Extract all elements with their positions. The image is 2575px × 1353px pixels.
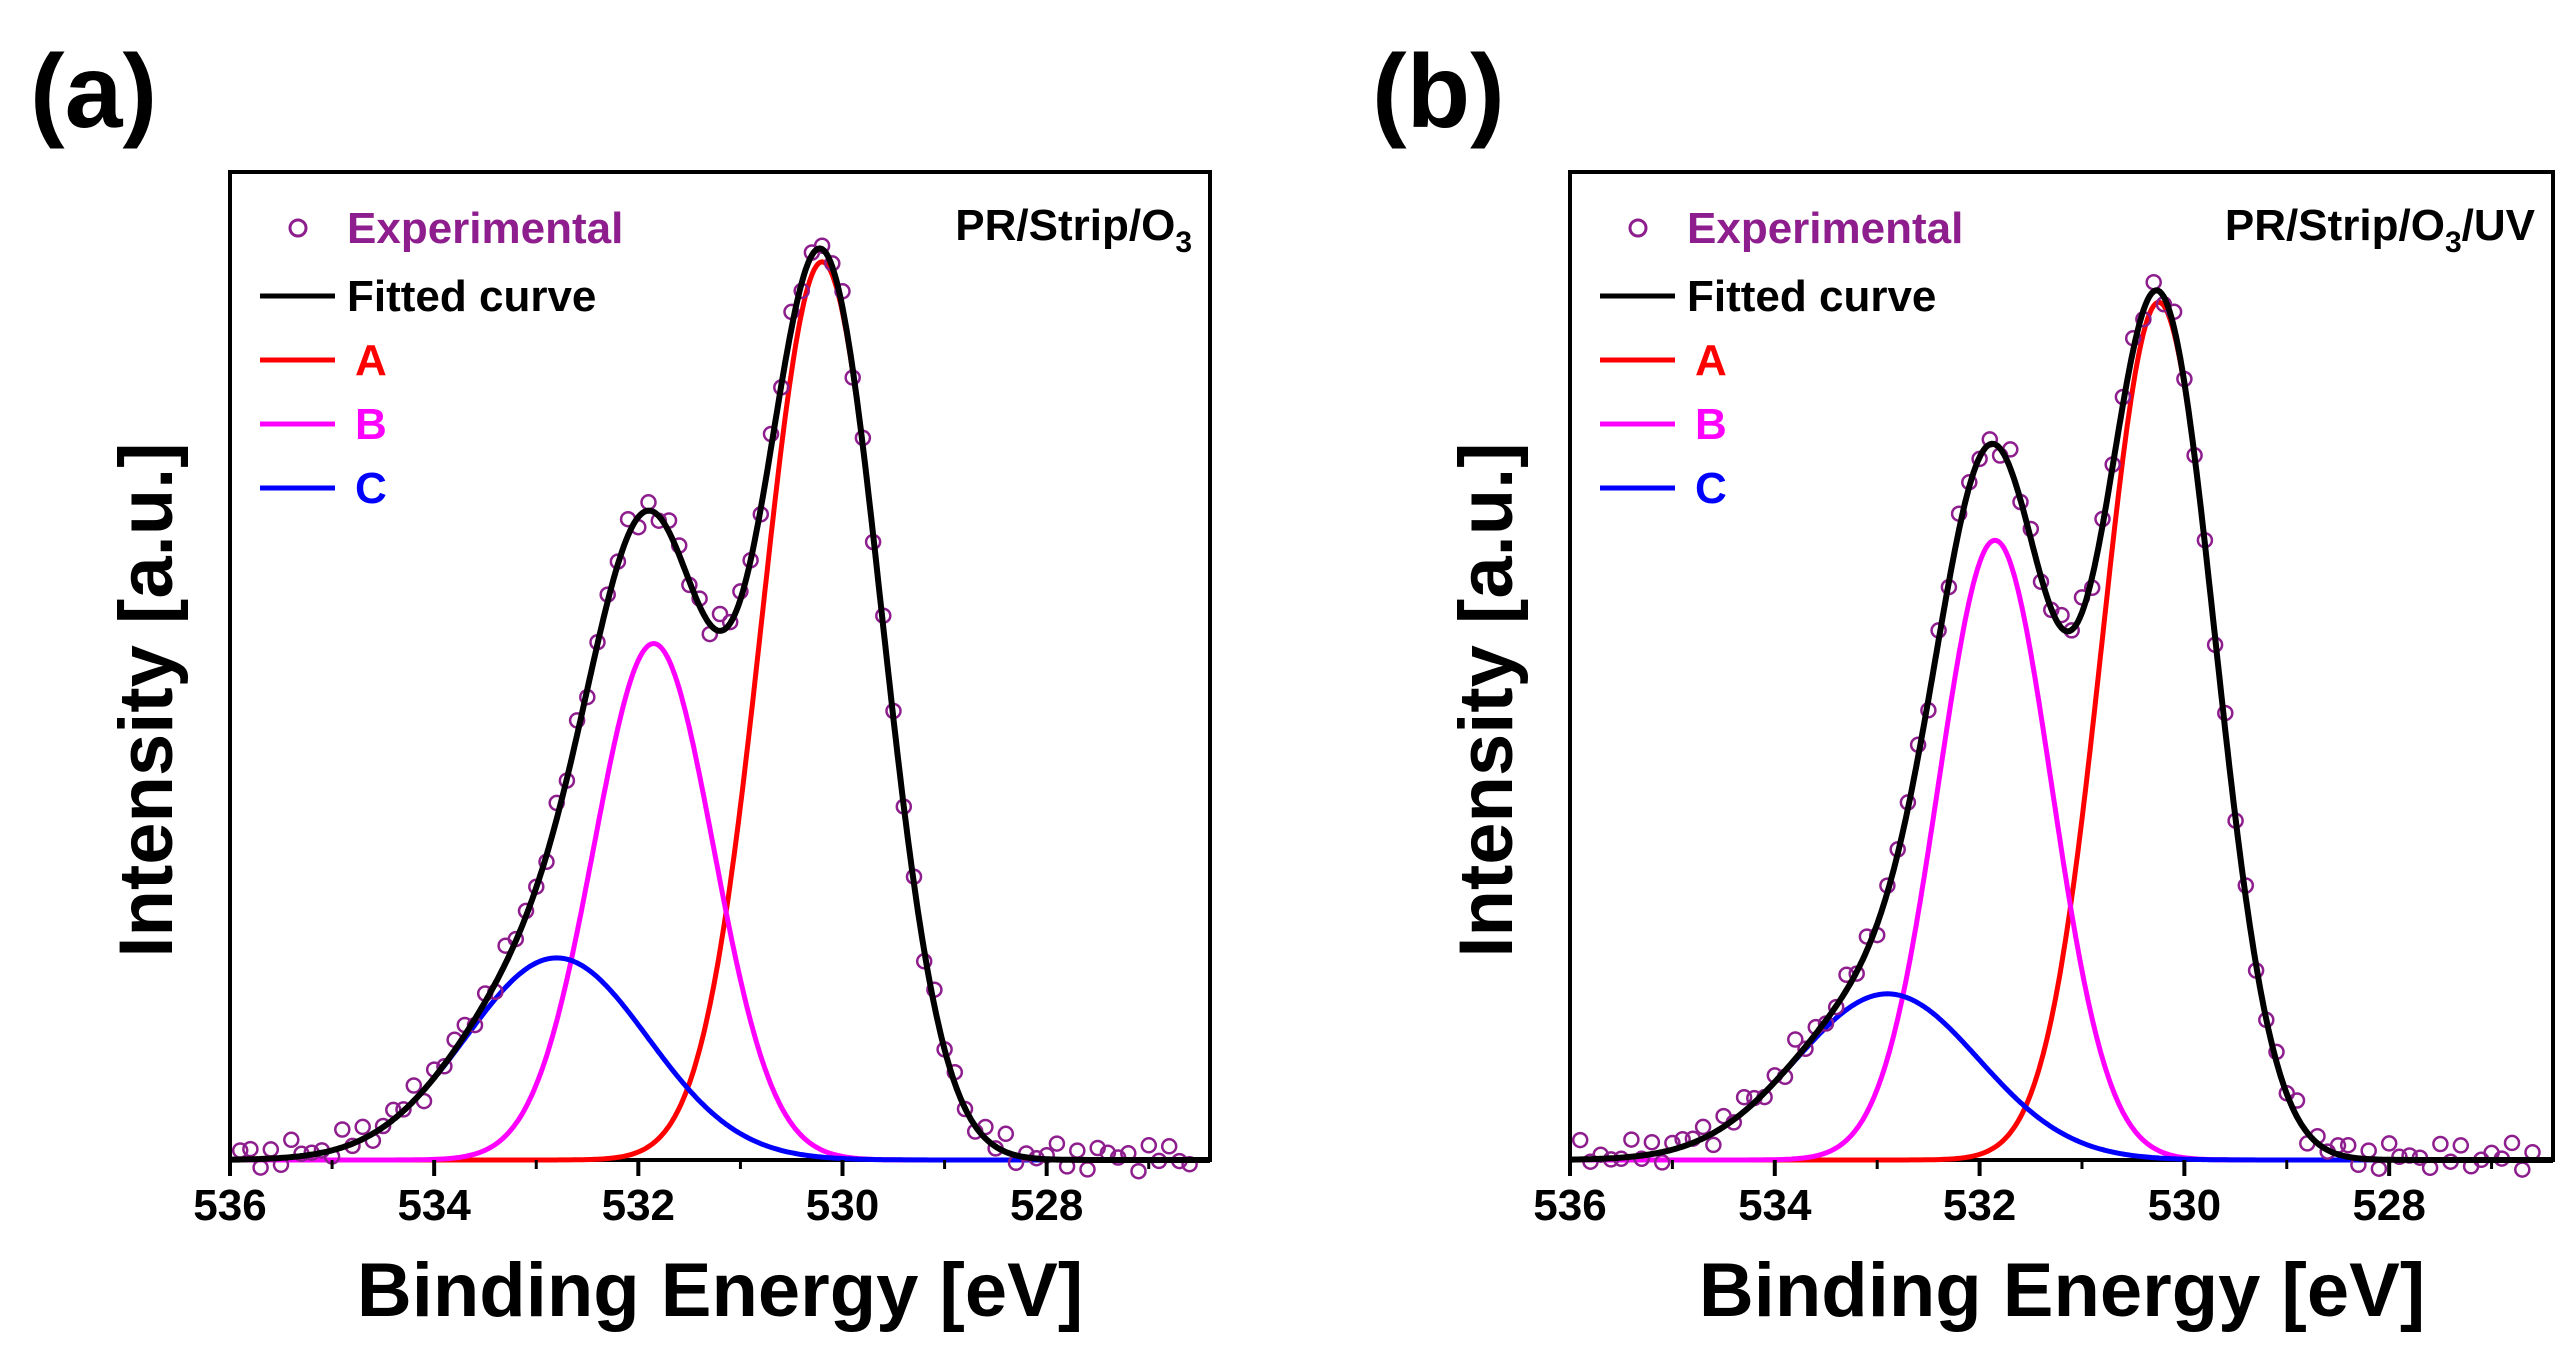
experimental-point-a bbox=[242, 1140, 259, 1158]
x-tick-label-b: 528 bbox=[2352, 1181, 2425, 1230]
legend-label-c-a: C bbox=[355, 464, 387, 513]
experimental-point-a bbox=[1048, 1135, 1066, 1152]
experimental-point-b bbox=[1827, 998, 1845, 1016]
experimental-point-b bbox=[1787, 1031, 1804, 1048]
legend-label-experimental-b: Experimental bbox=[1687, 204, 1963, 253]
component-c-curve-b bbox=[1570, 991, 2553, 1163]
legend-a: Experimental Fitted curve ABC bbox=[260, 204, 623, 513]
plot-frame-a bbox=[228, 170, 1212, 1162]
legend-label-a-a: A bbox=[355, 336, 387, 385]
legend-b: Experimental Fitted curve ABC bbox=[1600, 204, 1963, 513]
experimental-point-b bbox=[1643, 1133, 1661, 1151]
legend-marker-experimental-b bbox=[1628, 218, 1648, 238]
experimental-point-b bbox=[2370, 1160, 2388, 1177]
experimental-point-a bbox=[1130, 1162, 1147, 1180]
experimental-point-b bbox=[2452, 1137, 2470, 1154]
experimental-point-b bbox=[1705, 1136, 1722, 1154]
plot-frame-b bbox=[1568, 170, 2555, 1162]
x-axis-label-a: Binding Energy [eV] bbox=[357, 1248, 1083, 1333]
experimental-point-b bbox=[2503, 1134, 2521, 1152]
legend-label-fitted-curve-b: Fitted curve bbox=[1687, 272, 1936, 321]
component-a-curve-a bbox=[230, 259, 1210, 1163]
legend-marker-experimental-a bbox=[288, 218, 308, 238]
experimental-point-a bbox=[374, 1117, 392, 1135]
experimental-point-a bbox=[711, 605, 729, 623]
plot-area-b: 536 534 532 530 528 Experimental Fitted curve… bbox=[1533, 170, 2555, 1230]
x-tick-label-b: 534 bbox=[1738, 1181, 1812, 1230]
sample-subscript-b: 3 bbox=[2445, 226, 2462, 259]
experimental-point-b bbox=[2432, 1135, 2449, 1153]
sample-label-a: PR/Strip/O3 bbox=[955, 201, 1192, 259]
experimental-point-a bbox=[262, 1141, 280, 1158]
legend-label-b-b: B bbox=[1695, 400, 1727, 449]
experimental-point-b bbox=[2360, 1142, 2377, 1159]
experimental-point-a bbox=[354, 1118, 371, 1136]
sample-tail-b: /UV bbox=[2462, 201, 2536, 250]
experimental-point-a bbox=[1069, 1142, 1086, 1159]
x-tick-label-a: 532 bbox=[602, 1181, 675, 1230]
fitted-curve-b bbox=[1570, 287, 2553, 1163]
x-tick-label-a: 528 bbox=[1010, 1181, 1083, 1230]
experimental-point-a bbox=[1160, 1138, 1178, 1155]
panel-b: (b) Intensity [a.u.] Binding Energy [eV]… bbox=[1372, 34, 2555, 1333]
experimental-point-a bbox=[436, 1058, 453, 1075]
legend-label-fitted-curve-a: Fitted curve bbox=[347, 272, 596, 321]
experimental-point-b bbox=[2514, 1161, 2531, 1178]
sample-name-b: PR/Strip/O bbox=[2225, 201, 2445, 250]
experimental-point-a bbox=[1079, 1161, 1096, 1178]
x-tick-label-a: 536 bbox=[193, 1181, 266, 1230]
x-tick-label-a: 530 bbox=[806, 1181, 879, 1230]
experimental-point-b bbox=[1653, 1154, 1671, 1171]
y-axis-label-b: Intensity [a.u.] bbox=[1444, 442, 1529, 957]
x-axis-label-b: Binding Energy [eV] bbox=[1699, 1248, 2425, 1333]
experimental-point-a bbox=[721, 613, 739, 631]
legend-label-c-b: C bbox=[1695, 464, 1727, 513]
x-tick-label-b: 532 bbox=[1943, 1181, 2016, 1230]
experimental-point-b bbox=[2380, 1135, 2398, 1152]
legend-label-b-a: B bbox=[355, 400, 387, 449]
component-b-curve-b bbox=[1570, 537, 2553, 1163]
x-tick-label-a: 534 bbox=[397, 1181, 471, 1230]
panel-label-b: (b) bbox=[1372, 34, 1505, 150]
experimental-point-a bbox=[283, 1131, 300, 1149]
x-tick-label-b: 536 bbox=[1533, 1181, 1606, 1230]
plot-area-a: 536 534 532 530 528 Experimental Fitted curve… bbox=[193, 170, 1212, 1230]
experimental-point-b bbox=[1571, 1131, 1589, 1149]
experimental-point-a bbox=[640, 494, 657, 511]
legend-label-experimental-a: Experimental bbox=[347, 204, 623, 253]
component-b-curve-a bbox=[230, 641, 1210, 1163]
experimental-point-b bbox=[1694, 1118, 1712, 1136]
experimental-point-a bbox=[997, 1125, 1015, 1143]
experimental-point-a bbox=[1140, 1137, 1158, 1154]
panel-label-a: (a) bbox=[30, 34, 157, 150]
experimental-point-b bbox=[1735, 1088, 1753, 1106]
experimental-point-a bbox=[405, 1077, 423, 1094]
experimental-point-a bbox=[395, 1101, 412, 1118]
experimental-point-a bbox=[334, 1121, 351, 1138]
x-ticks-a: 536 534 532 530 528 bbox=[193, 1160, 1151, 1230]
fitted-curve-a bbox=[229, 245, 1210, 1163]
experimental-point-a bbox=[252, 1159, 269, 1176]
experimental-point-b bbox=[1623, 1131, 1640, 1148]
experimental-point-b bbox=[1797, 1040, 1814, 1058]
sample-name-a: PR/Strip/O bbox=[955, 201, 1175, 250]
x-tick-label-b: 530 bbox=[2148, 1181, 2221, 1230]
x-ticks-b: 536 534 532 530 528 bbox=[1533, 1160, 2494, 1230]
sample-label-b: PR/Strip/O3/UV bbox=[2225, 201, 2536, 259]
panel-a: (a) Intensity [a.u.] Binding Energy [eV]… bbox=[30, 34, 1212, 1333]
experimental-point-b bbox=[2145, 273, 2162, 291]
legend-label-a-b: A bbox=[1695, 336, 1727, 385]
experimental-point-b bbox=[2339, 1136, 2357, 1154]
sample-subscript-a: 3 bbox=[1175, 226, 1192, 259]
y-axis-label-a: Intensity [a.u.] bbox=[104, 442, 189, 957]
